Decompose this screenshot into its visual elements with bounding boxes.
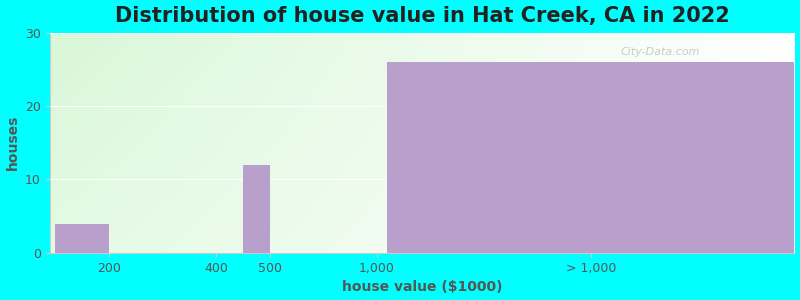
Bar bbox=[55, 224, 109, 253]
X-axis label: house value ($1000): house value ($1000) bbox=[342, 280, 502, 294]
Title: Distribution of house value in Hat Creek, CA in 2022: Distribution of house value in Hat Creek… bbox=[115, 6, 730, 26]
Y-axis label: houses: houses bbox=[6, 115, 19, 170]
Text: City-Data.com: City-Data.com bbox=[621, 47, 700, 58]
Bar bbox=[387, 62, 794, 253]
Bar bbox=[243, 165, 270, 253]
